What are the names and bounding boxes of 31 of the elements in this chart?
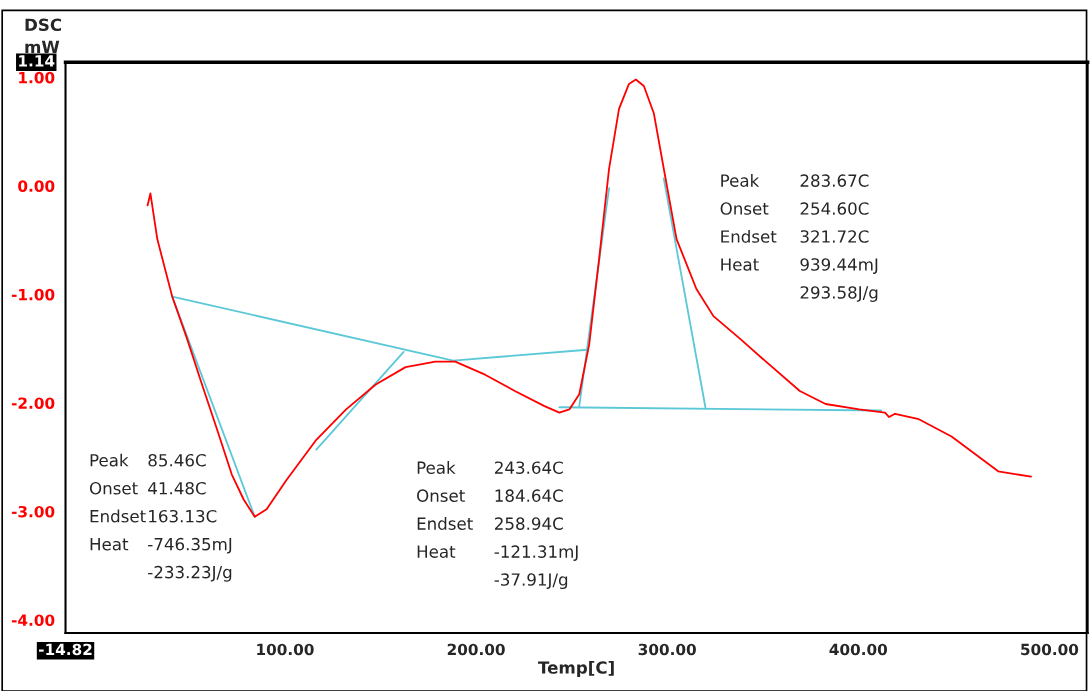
x-tick-label: 400.00 bbox=[829, 643, 888, 656]
annotation: Peak 85.46C bbox=[90, 453, 206, 467]
y-tick-label: 1.14 bbox=[19, 55, 55, 67]
x-tick-label: 300.00 bbox=[638, 643, 696, 656]
text: Endset 258.94C bbox=[417, 517, 563, 530]
x-tick-label: 500.00 bbox=[1021, 643, 1079, 656]
y-axis-title: mW bbox=[25, 40, 60, 53]
x-tick-label: 100.00 bbox=[257, 643, 314, 656]
annotation: -37.91J/g bbox=[494, 573, 568, 590]
y-tick-label: 0.00 bbox=[18, 180, 55, 192]
y-tick-label: -3.00 bbox=[11, 505, 55, 518]
chart-title: DSC bbox=[25, 18, 62, 32]
y-tick-label: -1.00 bbox=[11, 288, 55, 301]
text: Heat 939.44mJ bbox=[721, 258, 878, 274]
y-tick-label: -2.00 bbox=[11, 397, 55, 409]
annotation: Onset 41.48C bbox=[89, 481, 206, 495]
text: Peak 283.67C bbox=[721, 173, 869, 187]
y-tick-label: 1.00 bbox=[19, 71, 55, 84]
x-tick-label: -14.82 bbox=[39, 643, 92, 656]
x-axis-title: Temp[C] bbox=[538, 660, 614, 678]
annotation: -233.23J/g bbox=[148, 565, 232, 582]
annotation: Heat -746.35mJ bbox=[90, 537, 232, 554]
x-tick-label: 200.00 bbox=[447, 643, 505, 656]
text: Onset 254.60C bbox=[720, 202, 869, 215]
annotation: Endset 163.13C bbox=[90, 509, 217, 523]
text: Endset 321.72C bbox=[721, 229, 869, 243]
text: Onset 184.64C bbox=[417, 489, 563, 502]
y-tick-label: -4.00 bbox=[11, 614, 55, 626]
text: Peak 243.64C bbox=[417, 461, 563, 474]
annotation: 293.58J/g bbox=[800, 286, 878, 302]
text: Heat -121.31mJ bbox=[417, 545, 578, 561]
